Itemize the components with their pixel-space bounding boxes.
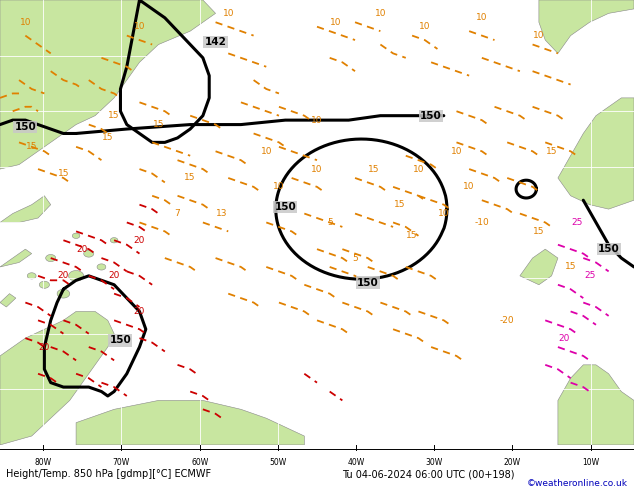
Text: 20: 20 [134,236,145,245]
Polygon shape [76,400,304,445]
Text: 10: 10 [311,116,323,124]
Text: 10: 10 [413,165,424,173]
Polygon shape [72,233,80,239]
Text: 15: 15 [368,165,380,173]
Text: 20: 20 [58,271,69,280]
Polygon shape [46,254,56,262]
Text: 10: 10 [330,18,342,27]
Text: 150: 150 [357,277,378,288]
Text: 15: 15 [546,147,557,156]
Text: 15: 15 [565,263,576,271]
Polygon shape [68,270,84,281]
Text: 20: 20 [559,334,570,343]
Text: 15: 15 [153,120,164,129]
Text: 15: 15 [58,169,69,178]
Text: 20: 20 [77,245,88,254]
Polygon shape [97,264,106,270]
Text: 5: 5 [327,218,333,227]
Text: 150: 150 [110,335,131,345]
Text: 10: 10 [463,182,475,192]
Text: 13: 13 [216,209,228,218]
Text: 60W: 60W [191,458,209,466]
Text: 10: 10 [438,209,450,218]
Text: 10: 10 [134,22,145,31]
Text: 25: 25 [584,271,595,280]
Text: 20: 20 [39,343,50,351]
Polygon shape [0,312,114,445]
Text: 70W: 70W [112,458,130,466]
Text: 10: 10 [533,31,545,40]
Polygon shape [0,0,216,169]
Polygon shape [558,98,634,209]
Polygon shape [27,273,36,279]
Text: 50W: 50W [269,458,287,466]
Text: 10: 10 [261,147,272,156]
Text: 10: 10 [273,182,285,192]
Text: 20W: 20W [503,458,521,466]
Text: 25: 25 [571,218,583,227]
Text: Tu 04-06-2024 06:00 UTC (00+198): Tu 04-06-2024 06:00 UTC (00+198) [342,469,515,479]
Text: 15: 15 [394,200,405,209]
Text: 15: 15 [108,111,120,120]
Text: 150: 150 [598,244,619,254]
Polygon shape [84,250,94,257]
Text: 20: 20 [134,307,145,316]
Polygon shape [539,0,634,53]
Text: Height/Temp. 850 hPa [gdmp][°C] ECMWF: Height/Temp. 850 hPa [gdmp][°C] ECMWF [6,469,212,479]
Polygon shape [0,196,51,222]
Text: 10: 10 [20,18,31,27]
Text: -20: -20 [500,316,515,325]
Text: 10W: 10W [582,458,600,466]
Text: 10: 10 [223,9,234,18]
Text: ©weatheronline.co.uk: ©weatheronline.co.uk [527,479,628,488]
Text: 10: 10 [476,13,488,23]
Polygon shape [57,289,70,298]
Text: 15: 15 [533,227,545,236]
Text: 10: 10 [419,22,430,31]
Text: 10: 10 [451,147,462,156]
Polygon shape [39,281,49,288]
Text: 5: 5 [352,253,358,263]
Polygon shape [520,249,558,285]
Text: 10: 10 [375,9,386,18]
Text: 15: 15 [26,142,37,151]
Polygon shape [0,294,16,307]
Polygon shape [110,238,118,243]
Text: 30W: 30W [425,458,443,466]
Polygon shape [558,365,634,445]
Text: 150: 150 [15,122,36,132]
Text: 150: 150 [275,202,296,212]
Text: -10: -10 [474,218,489,227]
Text: 15: 15 [406,231,418,240]
Text: 7: 7 [174,209,181,218]
Text: 10: 10 [311,165,323,173]
Text: 40W: 40W [347,458,365,466]
Text: 15: 15 [102,133,113,143]
Text: 15: 15 [184,173,196,182]
Text: 150: 150 [420,111,442,121]
Text: 142: 142 [205,37,226,47]
Polygon shape [0,249,32,267]
Text: 20: 20 [108,271,120,280]
Text: 80W: 80W [34,458,52,466]
